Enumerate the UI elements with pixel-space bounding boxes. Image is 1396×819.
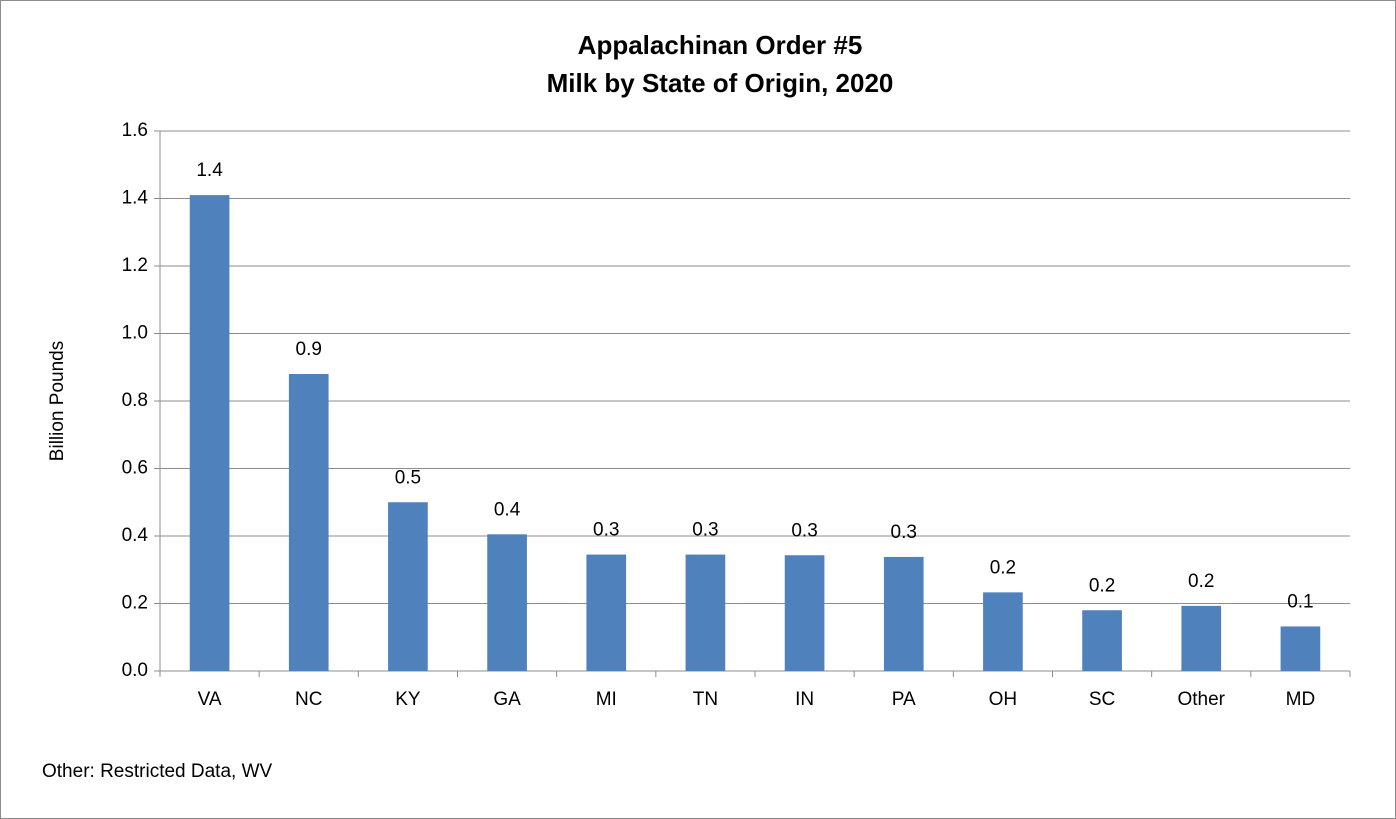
bar bbox=[685, 554, 726, 671]
data-label: 0.1 bbox=[1287, 591, 1313, 612]
bar bbox=[1082, 610, 1122, 671]
data-label: 0.3 bbox=[791, 520, 817, 541]
x-tick-label: TN bbox=[693, 689, 718, 710]
y-tick-label: 1.2 bbox=[122, 255, 148, 276]
y-tick-label: 1.4 bbox=[122, 188, 149, 209]
x-tick-label: PA bbox=[892, 689, 916, 710]
bar bbox=[1181, 605, 1222, 671]
y-tick-label: 0.8 bbox=[122, 390, 148, 411]
data-label: 0.2 bbox=[1089, 575, 1115, 596]
data-label: 0.5 bbox=[395, 467, 421, 488]
data-label: 1.4 bbox=[196, 160, 223, 181]
data-label: 0.2 bbox=[1188, 571, 1214, 592]
bar bbox=[784, 555, 825, 671]
bar bbox=[1280, 626, 1321, 671]
data-label: 0.4 bbox=[494, 499, 521, 520]
chart-subtitle: Milk by State of Origin, 2020 bbox=[547, 68, 894, 98]
x-tick-label: MI bbox=[596, 689, 617, 710]
bar bbox=[586, 554, 627, 671]
y-tick-label: 1.0 bbox=[122, 323, 148, 344]
bar bbox=[189, 195, 230, 671]
y-tick-label: 1.6 bbox=[122, 120, 148, 141]
x-tick-label: IN bbox=[795, 689, 814, 710]
y-tick-label: 0.0 bbox=[122, 660, 148, 681]
chart-title: Appalachinan Order #5 bbox=[578, 30, 863, 60]
y-tick-label: 0.6 bbox=[122, 458, 148, 479]
footnote: Other: Restricted Data, WV bbox=[42, 761, 273, 782]
data-label: 0.3 bbox=[891, 522, 917, 543]
x-tick-label: OH bbox=[989, 689, 1018, 710]
data-label: 0.9 bbox=[296, 339, 322, 360]
bar bbox=[487, 534, 527, 671]
bar bbox=[388, 502, 428, 671]
bar bbox=[288, 374, 329, 671]
bar bbox=[983, 592, 1023, 671]
y-tick-label: 0.2 bbox=[122, 593, 148, 614]
x-tick-label: VA bbox=[198, 689, 222, 710]
x-tick-label: NC bbox=[295, 689, 322, 710]
bar bbox=[883, 556, 924, 671]
data-label: 0.3 bbox=[593, 520, 619, 541]
x-tick-label: MD bbox=[1286, 689, 1316, 710]
x-tick-label: GA bbox=[493, 689, 521, 710]
y-axis-label: Billion Pounds bbox=[47, 341, 68, 461]
data-label: 0.2 bbox=[990, 557, 1016, 578]
x-tick-label: SC bbox=[1089, 689, 1115, 710]
data-label: 0.3 bbox=[692, 520, 718, 541]
x-tick-label: Other bbox=[1177, 689, 1225, 710]
x-tick-label: KY bbox=[395, 689, 421, 710]
y-tick-label: 0.4 bbox=[122, 525, 149, 546]
